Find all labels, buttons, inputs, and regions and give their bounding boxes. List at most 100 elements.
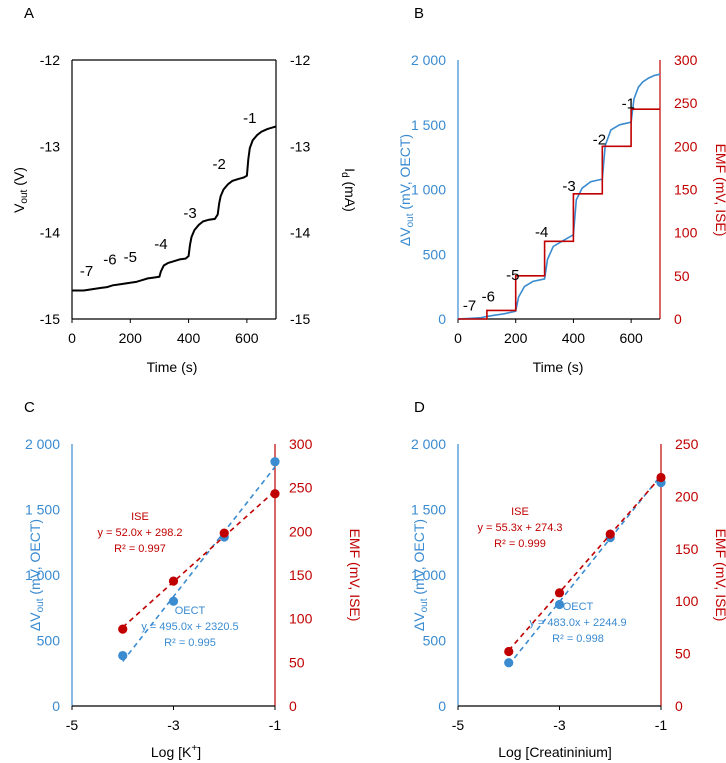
- panel-d-equation-ise: y = 55.3x + 274.3: [477, 522, 562, 534]
- panel-d-equation-oect: y = 483.0x + 2244.9: [529, 617, 626, 629]
- panel-d-ytick-label: 1 000: [411, 567, 446, 583]
- panel-b-annotation: -6: [482, 289, 495, 306]
- panel-a-annotation: -4: [154, 236, 167, 253]
- panel-d-ylabel: ΔVout (mV, OECT): [411, 519, 430, 631]
- panel-c-point-oect: [270, 457, 280, 467]
- panel-c-y2tick-label: 50: [289, 654, 305, 670]
- panel-d-ytick-label: 1 500: [411, 502, 446, 518]
- panel-b-ytick-label: 500: [423, 246, 447, 262]
- panel-c-ytick-label: 0: [52, 698, 60, 714]
- panel-d-fit-ise: [508, 475, 662, 651]
- panel-a-y2tick-label: -14: [290, 225, 310, 241]
- panel-d-xtick-label: -1: [655, 717, 668, 733]
- panel-d-ytick-label: 500: [423, 633, 447, 649]
- panel-c-xlabel: Log [K+]: [151, 743, 201, 760]
- panel-a-xtick-label: 200: [119, 330, 143, 346]
- panel-b-annotation: -3: [562, 178, 575, 195]
- panel-b-y2tick-label: 50: [674, 268, 690, 284]
- panel-a-annotation: -1: [243, 110, 256, 127]
- panel-d-fit-oect: [508, 474, 662, 666]
- panel-d-xtick-label: -5: [452, 717, 465, 733]
- panel-d-point-ise: [656, 472, 666, 483]
- panel-a-xtick-label: 400: [177, 330, 201, 346]
- panel-b-y2tick-label: 100: [674, 225, 698, 241]
- panel-d-ytick-label: 0: [438, 698, 446, 714]
- panel-b-letter: B: [414, 5, 424, 22]
- panel-d-xlabel: Log [Creatininium]: [498, 744, 612, 760]
- panel-b-y2tick-label: 200: [674, 138, 698, 154]
- panel-a-y2label: Id (mA): [339, 168, 358, 212]
- panel-a-ytick-label: -12: [40, 52, 60, 68]
- panel-b-xtick-label: 600: [619, 330, 643, 346]
- panel-a-plot: 0 200 400 600 -12 -13 -14 -15 -12 -13 -14 -15 -7 -6 -5…: [40, 52, 311, 346]
- panel-c-equation-oect: y = 495.0x + 2320.5: [141, 621, 238, 633]
- panel-c-label-ise: ISE: [131, 511, 149, 523]
- panel-b-y2tick-label: 250: [674, 95, 698, 111]
- panel-d-xtick-label: -3: [553, 717, 566, 733]
- panel-c-point-oect: [168, 596, 179, 606]
- panel-a-letter: A: [24, 5, 34, 22]
- panel-d: D Log [Creatininium] ΔVout (mV, OECT) EM…: [411, 399, 726, 760]
- panel-c: C Log [K+] ΔVout (mV, OECT) EMF (mV, ISE…: [24, 399, 363, 760]
- panel-c-point-ise: [270, 489, 280, 499]
- panel-d-y2tick-label: 50: [675, 646, 691, 662]
- panel-a-ylabel: Vout (V): [11, 167, 30, 213]
- panel-d-point-ise: [554, 588, 565, 598]
- panel-b-xlabel: Time (s): [533, 359, 584, 375]
- panel-b-ytick-label: 1 500: [411, 117, 446, 133]
- panel-a: A Time (s) Vout (V) Id (mA) 0 200 400 600 -1…: [11, 5, 358, 375]
- panel-a-y2tick-label: -13: [290, 138, 310, 154]
- panel-d-ytick-label: 2 000: [411, 436, 446, 452]
- panel-d-y2tick-label: 200: [675, 488, 699, 504]
- panel-b-xtick-label: 200: [504, 330, 528, 346]
- panel-c-ytick-label: 1 000: [25, 567, 60, 583]
- panel-b-annotation: -4: [535, 224, 548, 241]
- panel-c-ytick-label: 2 000: [25, 436, 60, 452]
- panel-a-annotation: -6: [103, 252, 116, 269]
- panel-c-y2tick-label: 150: [289, 567, 313, 583]
- panel-b-annotation: -5: [506, 267, 519, 284]
- panel-b-annotation: -1: [622, 95, 635, 112]
- panel-b-y2label: EMF (mV, ISE): [713, 144, 726, 237]
- panel-c-letter: C: [24, 399, 35, 416]
- panel-c-xtick-label: -1: [269, 717, 282, 733]
- panel-b-annotation: -2: [593, 132, 606, 149]
- panel-c-y2tick-label: 100: [289, 611, 313, 627]
- panel-b-annotation: -7: [463, 297, 476, 314]
- panel-d-r2-oect: R² = 0.998: [552, 633, 604, 645]
- panel-a-xtick-label: 0: [68, 330, 76, 346]
- panel-a-ytick-label: -13: [40, 138, 60, 154]
- panel-b-y2tick-label: 0: [674, 311, 682, 327]
- panel-a-xlabel: Time (s): [147, 359, 198, 375]
- panel-b-ytick-label: 2 000: [411, 52, 446, 68]
- panel-d-letter: D: [414, 399, 425, 416]
- panel-a-annotation: -5: [124, 249, 137, 266]
- panel-c-ytick-label: 1 500: [25, 502, 60, 518]
- panel-d-point-oect: [504, 658, 514, 668]
- panel-b-series-ise: [458, 108, 660, 320]
- panel-b-xtick-label: 400: [562, 330, 586, 346]
- panel-c-ylabel: ΔVout (mV, OECT): [27, 519, 46, 631]
- panel-b-ytick-label: 0: [438, 311, 446, 327]
- panel-c-y2tick-label: 250: [289, 480, 313, 496]
- panel-c-point-ise: [168, 576, 179, 586]
- panel-c-equation-ise: y = 52.0x + 298.2: [97, 527, 182, 539]
- panel-d-y2tick-label: 250: [675, 436, 699, 452]
- panel-c-r2-ise: R² = 0.997: [114, 543, 166, 555]
- panel-a-xtick-label: 600: [235, 330, 259, 346]
- panel-a-annotation: -7: [80, 263, 93, 280]
- panel-c-y2tick-label: 0: [289, 698, 297, 714]
- panel-b-y2tick-label: 150: [674, 182, 698, 198]
- panel-a-y2tick-label: -15: [290, 311, 310, 327]
- panel-c-xtick-label: -5: [66, 717, 79, 733]
- panel-d-point-oect: [554, 599, 565, 610]
- panel-d-r2-ise: R² = 0.999: [494, 538, 546, 550]
- panel-c-point-oect: [118, 650, 128, 661]
- panel-b-y2tick-label: 300: [674, 52, 698, 68]
- panel-c-y2label: EMF (mV, ISE): [347, 529, 363, 622]
- panel-c-xtick-label: -3: [167, 717, 180, 733]
- panel-a-annotation: -2: [212, 156, 225, 173]
- panel-b: B Time (s) ΔVout (mV, OECT) EMF (mV, ISE…: [397, 5, 726, 375]
- panel-d-point-ise: [504, 646, 514, 657]
